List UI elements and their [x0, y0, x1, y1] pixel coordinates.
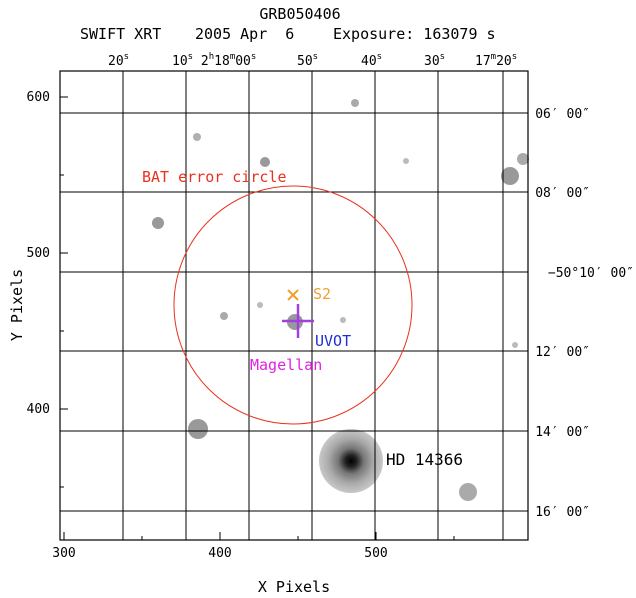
s2-marker [287, 289, 299, 301]
ra-tick-label: 10s 2h18m00s [172, 52, 256, 69]
xray-source [257, 302, 263, 308]
y-tick-label: 500 [27, 246, 50, 261]
dec-tick-label: 08′ 00″ [535, 186, 590, 201]
ra-tick-label: 40s [361, 52, 382, 69]
x-axis-label: X Pixels [258, 578, 330, 596]
observation-date: 2005 Apr 6 [195, 25, 294, 43]
x-axis-ticks [63, 532, 455, 540]
bat-error-circle [173, 185, 413, 425]
x-tick-label: 500 [364, 546, 387, 561]
y-tick-label: 600 [27, 90, 50, 105]
dec-tick-label: 12′ 00″ [535, 345, 590, 360]
ra-tick-labels: 20s 10s 2h18m00s 50s 40s 30s 17m20s [108, 52, 517, 69]
exposure-label: Exposure: 163079 s [333, 25, 496, 43]
xray-source [152, 217, 164, 229]
coordinate-grid [60, 71, 528, 540]
image-title: GRB050406 [259, 5, 340, 23]
x-tick-label: 300 [52, 546, 75, 561]
hd14366-label: HD 14366 [386, 450, 463, 469]
xray-source [260, 157, 270, 167]
y-axis-ticks [60, 96, 68, 488]
xray-source [501, 167, 519, 185]
afterglow-cross-marker [282, 304, 314, 338]
dec-tick-label: 14′ 00″ [535, 425, 590, 440]
y-tick-label: 400 [27, 402, 50, 417]
bat-error-circle-label: BAT error circle [142, 168, 287, 186]
instrument-label: SWIFT XRT [80, 25, 161, 43]
dec-tick-label: 16′ 00″ [535, 505, 590, 520]
xray-source [459, 483, 477, 501]
xray-source [517, 153, 529, 165]
ra-tick-label: 30s [424, 52, 445, 69]
xray-source [220, 312, 228, 320]
ra-tick-label: 20s [108, 52, 129, 69]
uvot-label: UVOT [315, 332, 351, 350]
xray-source [340, 317, 346, 323]
magellan-label: Magellan [250, 356, 322, 374]
xray-source [188, 419, 208, 439]
ra-tick-label: 50s [297, 52, 318, 69]
hd14366-source [319, 429, 383, 493]
y-axis-label: Y Pixels [8, 269, 26, 341]
xray-source [403, 158, 409, 164]
dec-tick-label: 06′ 00″ [535, 107, 590, 122]
xray-source [193, 133, 201, 141]
s2-label: S2 [313, 285, 331, 303]
x-tick-label: 400 [208, 546, 231, 561]
xray-sources [152, 99, 529, 501]
dec-tick-label: −50°10′ 00″ [548, 266, 634, 281]
ra-tick-label: 17m20s [475, 52, 517, 69]
xray-source [351, 99, 359, 107]
dec-tick-labels: 06′ 00″ 08′ 00″ −50°10′ 00″ 12′ 00″ 14′ … [535, 107, 634, 520]
xray-source [512, 342, 518, 348]
plot-frame [59, 70, 529, 541]
